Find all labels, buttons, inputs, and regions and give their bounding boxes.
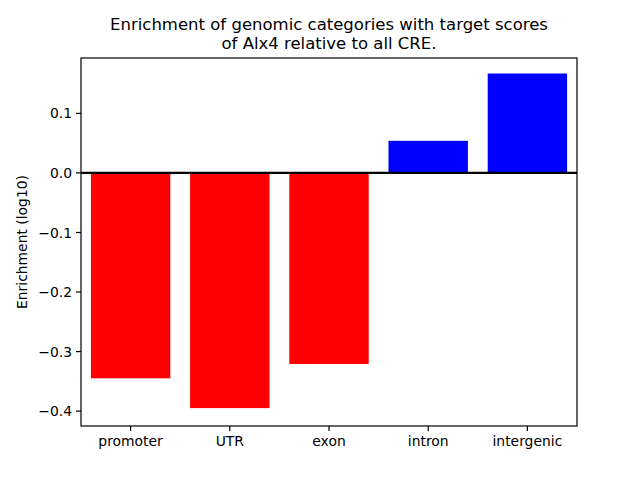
x-tick-label-exon: exon (312, 433, 345, 449)
bar-intron (389, 141, 468, 173)
bar-exon (289, 173, 368, 364)
x-tick-label-promoter: promoter (98, 433, 163, 449)
bar-intergenic (488, 74, 567, 173)
y-tick-label: −0.4 (38, 403, 72, 419)
bar-promoter (91, 173, 170, 378)
y-tick-label: 0.1 (50, 105, 72, 121)
bar-chart: 0.1 0.0 −0.1 −0.2 −0.3 −0.4 promoter UTR exon int… (0, 0, 640, 480)
figure: Enrichment of genomic categories with ta… (0, 0, 640, 480)
y-tick-label: −0.1 (38, 225, 72, 241)
x-tick-label-UTR: UTR (216, 433, 245, 449)
y-tick-label: 0.0 (50, 165, 72, 181)
y-tick-label: −0.2 (38, 284, 72, 300)
x-tick-label-intron: intron (408, 433, 449, 449)
bar-UTR (190, 173, 269, 408)
x-tick-label-intergenic: intergenic (493, 433, 563, 449)
y-tick-label: −0.3 (38, 344, 72, 360)
